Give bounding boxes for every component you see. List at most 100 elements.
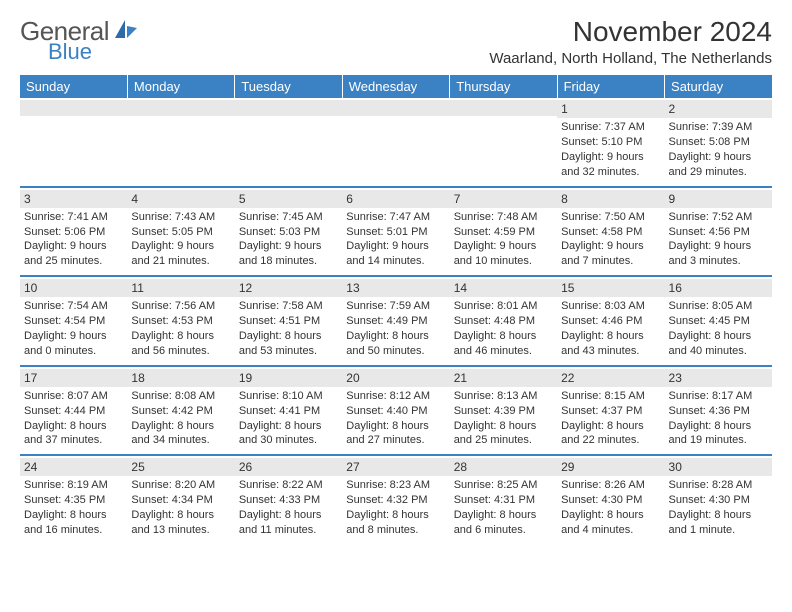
daylight-line: and 43 minutes. xyxy=(561,344,660,359)
day-cell xyxy=(235,98,342,187)
daylight-line: and 10 minutes. xyxy=(454,254,553,269)
day-cell: 2Sunrise: 7:39 AMSunset: 5:08 PMDaylight… xyxy=(665,98,772,187)
daylight-line: Daylight: 8 hours xyxy=(239,419,338,434)
daylight-line: and 56 minutes. xyxy=(131,344,230,359)
daylight-line: and 6 minutes. xyxy=(454,523,553,538)
sunrise-line: Sunrise: 7:47 AM xyxy=(346,210,445,225)
sunrise-line: Sunrise: 7:39 AM xyxy=(669,120,768,135)
daylight-line: Daylight: 9 hours xyxy=(561,150,660,165)
brand-logo: General Blue xyxy=(20,16,137,65)
day-cell: 8Sunrise: 7:50 AMSunset: 4:58 PMDaylight… xyxy=(557,187,664,277)
daylight-line: Daylight: 8 hours xyxy=(131,508,230,523)
daylight-line: Daylight: 9 hours xyxy=(669,239,768,254)
day-cell: 20Sunrise: 8:12 AMSunset: 4:40 PMDayligh… xyxy=(342,366,449,456)
sunrise-line: Sunrise: 8:25 AM xyxy=(454,478,553,493)
day-number-bar: 30 xyxy=(665,458,772,476)
daylight-line: Daylight: 8 hours xyxy=(131,419,230,434)
sunset-line: Sunset: 5:06 PM xyxy=(24,225,123,240)
day-number-bar: 18 xyxy=(127,369,234,387)
daylight-line: and 21 minutes. xyxy=(131,254,230,269)
sunrise-line: Sunrise: 7:48 AM xyxy=(454,210,553,225)
sunset-line: Sunset: 4:37 PM xyxy=(561,404,660,419)
day-header: Tuesday xyxy=(235,75,342,98)
daylight-line: Daylight: 8 hours xyxy=(454,508,553,523)
sunrise-line: Sunrise: 7:43 AM xyxy=(131,210,230,225)
day-number-bar: 15 xyxy=(557,279,664,297)
day-cell: 22Sunrise: 8:15 AMSunset: 4:37 PMDayligh… xyxy=(557,366,664,456)
day-cell: 11Sunrise: 7:56 AMSunset: 4:53 PMDayligh… xyxy=(127,276,234,366)
day-number-bar: 20 xyxy=(342,369,449,387)
day-header: Friday xyxy=(557,75,664,98)
day-number-bar: 12 xyxy=(235,279,342,297)
sunset-line: Sunset: 4:53 PM xyxy=(131,314,230,329)
day-number-bar: 6 xyxy=(342,190,449,208)
day-cell: 9Sunrise: 7:52 AMSunset: 4:56 PMDaylight… xyxy=(665,187,772,277)
daylight-line: and 16 minutes. xyxy=(24,523,123,538)
day-number-bar xyxy=(20,100,127,116)
day-number-bar: 7 xyxy=(450,190,557,208)
daylight-line: and 40 minutes. xyxy=(669,344,768,359)
day-cell: 12Sunrise: 7:58 AMSunset: 4:51 PMDayligh… xyxy=(235,276,342,366)
sunset-line: Sunset: 5:08 PM xyxy=(669,135,768,150)
daylight-line: and 34 minutes. xyxy=(131,433,230,448)
daylight-line: and 30 minutes. xyxy=(239,433,338,448)
day-number-bar: 4 xyxy=(127,190,234,208)
sunset-line: Sunset: 4:32 PM xyxy=(346,493,445,508)
day-cell: 21Sunrise: 8:13 AMSunset: 4:39 PMDayligh… xyxy=(450,366,557,456)
day-number-bar xyxy=(450,100,557,116)
sunrise-line: Sunrise: 7:59 AM xyxy=(346,299,445,314)
calendar-table: SundayMondayTuesdayWednesdayThursdayFrid… xyxy=(20,75,772,544)
daylight-line: and 0 minutes. xyxy=(24,344,123,359)
sunrise-line: Sunrise: 7:50 AM xyxy=(561,210,660,225)
sunrise-line: Sunrise: 8:07 AM xyxy=(24,389,123,404)
day-number-bar: 27 xyxy=(342,458,449,476)
header: General Blue November 2024 Waarland, Nor… xyxy=(20,16,772,67)
sunrise-line: Sunrise: 8:12 AM xyxy=(346,389,445,404)
daylight-line: and 8 minutes. xyxy=(346,523,445,538)
sunrise-line: Sunrise: 7:45 AM xyxy=(239,210,338,225)
day-cell: 17Sunrise: 8:07 AMSunset: 4:44 PMDayligh… xyxy=(20,366,127,456)
day-number-bar: 26 xyxy=(235,458,342,476)
day-cell: 19Sunrise: 8:10 AMSunset: 4:41 PMDayligh… xyxy=(235,366,342,456)
day-number-bar: 21 xyxy=(450,369,557,387)
sunrise-line: Sunrise: 7:56 AM xyxy=(131,299,230,314)
daylight-line: Daylight: 8 hours xyxy=(669,419,768,434)
sunset-line: Sunset: 4:59 PM xyxy=(454,225,553,240)
day-cell xyxy=(127,98,234,187)
daylight-line: and 14 minutes. xyxy=(346,254,445,269)
sunrise-line: Sunrise: 7:54 AM xyxy=(24,299,123,314)
week-row: 3Sunrise: 7:41 AMSunset: 5:06 PMDaylight… xyxy=(20,187,772,277)
daylight-line: and 13 minutes. xyxy=(131,523,230,538)
day-cell: 1Sunrise: 7:37 AMSunset: 5:10 PMDaylight… xyxy=(557,98,664,187)
daylight-line: Daylight: 9 hours xyxy=(454,239,553,254)
day-cell: 29Sunrise: 8:26 AMSunset: 4:30 PMDayligh… xyxy=(557,455,664,544)
daylight-line: Daylight: 8 hours xyxy=(561,508,660,523)
day-cell: 6Sunrise: 7:47 AMSunset: 5:01 PMDaylight… xyxy=(342,187,449,277)
sunrise-line: Sunrise: 8:03 AM xyxy=(561,299,660,314)
sunrise-line: Sunrise: 8:13 AM xyxy=(454,389,553,404)
daylight-line: and 25 minutes. xyxy=(24,254,123,269)
daylight-line: Daylight: 8 hours xyxy=(346,419,445,434)
daylight-line: and 29 minutes. xyxy=(669,165,768,180)
day-cell: 18Sunrise: 8:08 AMSunset: 4:42 PMDayligh… xyxy=(127,366,234,456)
day-number-bar xyxy=(127,100,234,116)
daylight-line: Daylight: 9 hours xyxy=(131,239,230,254)
day-cell: 25Sunrise: 8:20 AMSunset: 4:34 PMDayligh… xyxy=(127,455,234,544)
month-title: November 2024 xyxy=(489,16,772,48)
sunrise-line: Sunrise: 7:37 AM xyxy=(561,120,660,135)
sunrise-line: Sunrise: 7:58 AM xyxy=(239,299,338,314)
location: Waarland, North Holland, The Netherlands xyxy=(489,50,772,67)
week-row: 1Sunrise: 7:37 AMSunset: 5:10 PMDaylight… xyxy=(20,98,772,187)
day-number-bar: 19 xyxy=(235,369,342,387)
day-cell: 23Sunrise: 8:17 AMSunset: 4:36 PMDayligh… xyxy=(665,366,772,456)
daylight-line: Daylight: 9 hours xyxy=(24,239,123,254)
day-header: Monday xyxy=(127,75,234,98)
sunrise-line: Sunrise: 7:52 AM xyxy=(669,210,768,225)
day-number-bar: 11 xyxy=(127,279,234,297)
daylight-line: Daylight: 8 hours xyxy=(239,329,338,344)
week-row: 17Sunrise: 8:07 AMSunset: 4:44 PMDayligh… xyxy=(20,366,772,456)
day-cell: 28Sunrise: 8:25 AMSunset: 4:31 PMDayligh… xyxy=(450,455,557,544)
sunset-line: Sunset: 5:03 PM xyxy=(239,225,338,240)
sunset-line: Sunset: 4:30 PM xyxy=(561,493,660,508)
sunset-line: Sunset: 4:46 PM xyxy=(561,314,660,329)
